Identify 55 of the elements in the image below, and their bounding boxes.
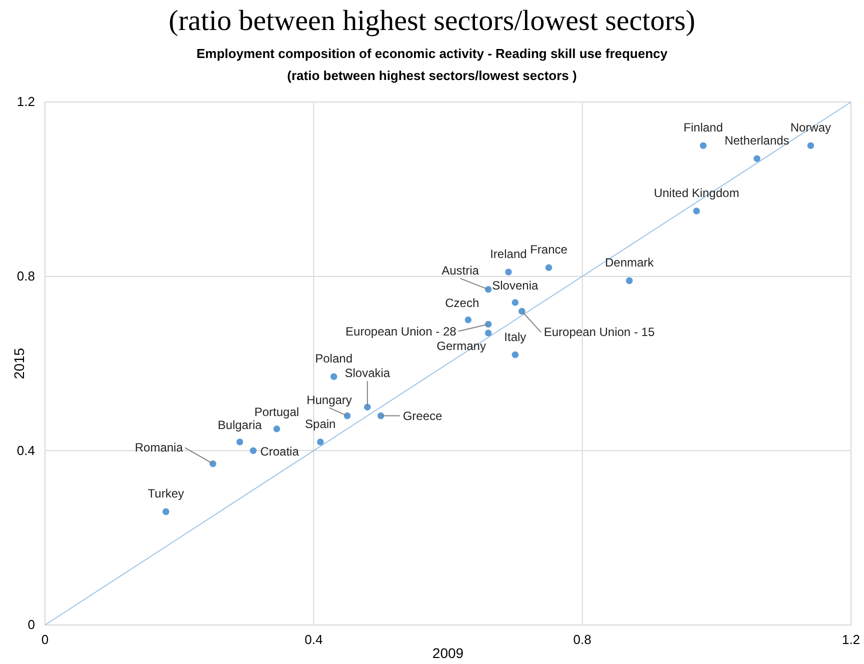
- annotation: Hungary: [306, 392, 352, 407]
- point: [464, 316, 472, 324]
- point: [807, 142, 814, 149]
- point: [250, 447, 257, 454]
- annotation: Norway: [790, 120, 832, 135]
- y-tick-label: 0.8: [16, 268, 35, 284]
- annotation: Poland: [315, 352, 353, 366]
- x-tick-label: 0: [41, 632, 49, 648]
- annotation: European Union - 28: [346, 324, 457, 338]
- annotation: Bulgaria: [218, 418, 262, 432]
- y-axis-title: 2015: [11, 348, 27, 380]
- point: [545, 264, 552, 271]
- chart-subtitle: Employment composition of economic activity - Reading skill use frequency (ratio between highest sectors/lowest sectors ): [196, 46, 668, 83]
- x-axis-title: 2009: [432, 645, 464, 661]
- annotation: Slovakia: [344, 366, 390, 380]
- annotation: Croatia: [260, 444, 300, 459]
- annotation: France: [530, 242, 568, 257]
- x-tick-label: 0.8: [573, 632, 592, 648]
- point: [512, 351, 519, 358]
- annotation: Austria: [442, 263, 480, 278]
- point: [754, 155, 760, 162]
- annotation: European Union - 15: [544, 325, 655, 340]
- annotation: Greece: [402, 408, 443, 423]
- annotation: United Kingdom: [654, 186, 740, 200]
- point: [484, 330, 492, 336]
- point: [377, 412, 384, 420]
- y-tick-label: 0: [28, 617, 35, 632]
- annotation: Portugal: [254, 404, 300, 419]
- point: [693, 208, 700, 214]
- annotation: Slovenia: [492, 278, 539, 292]
- annotation: Ireland: [490, 246, 527, 261]
- y-tick-label: 0.4: [16, 442, 35, 458]
- annotation: Germany: [436, 338, 486, 353]
- chart-title: (ratio between highest sectors/lowest sectors): [168, 5, 696, 37]
- point: [505, 268, 512, 276]
- point: [484, 286, 492, 293]
- annotation: Spain: [305, 416, 336, 431]
- point: [317, 438, 324, 446]
- annotation: Netherlands: [724, 134, 790, 148]
- x-tick-label: 1.2: [842, 632, 860, 648]
- point: [162, 508, 170, 516]
- annotation: Romania: [134, 440, 184, 455]
- point: [700, 142, 707, 149]
- point: [330, 373, 338, 380]
- annotation: Finland: [684, 120, 723, 135]
- point: [512, 299, 519, 306]
- annotation: Czech: [445, 296, 480, 310]
- point: [626, 277, 633, 284]
- x-tick-label: 0.4: [304, 632, 323, 648]
- annotation: Italy: [504, 330, 526, 344]
- point: [273, 425, 280, 432]
- y-tick-label: 1.2: [16, 94, 35, 110]
- point: [236, 438, 244, 446]
- annotation: Denmark: [605, 256, 655, 270]
- annotation: Turkey: [148, 486, 184, 501]
